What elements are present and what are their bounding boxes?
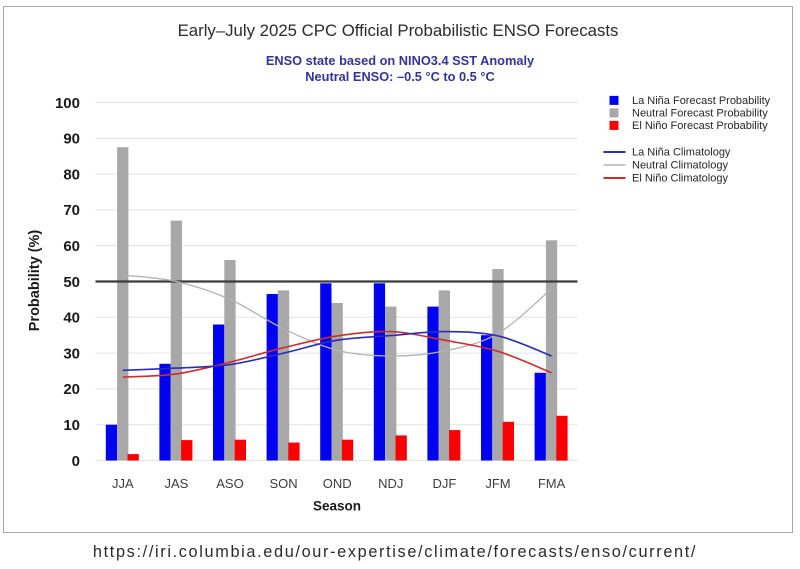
svg-text:90: 90 (63, 131, 80, 148)
svg-text:ENSO state based on NINO3.4 SS: ENSO state based on NINO3.4 SST Anomaly (266, 53, 535, 68)
svg-text:Neutral ENSO: –0.5 °C to 0.5 °: Neutral ENSO: –0.5 °C to 0.5 °C (305, 69, 494, 84)
svg-text:100: 100 (55, 95, 80, 112)
svg-text:Probability (%): Probability (%) (27, 230, 43, 332)
svg-text:70: 70 (63, 202, 80, 219)
svg-text:50: 50 (63, 274, 80, 291)
svg-text:Neutral Climatology: Neutral Climatology (632, 160, 728, 172)
svg-text:La Niña Climatology: La Niña Climatology (632, 147, 731, 159)
svg-text:NDJ: NDJ (378, 476, 403, 491)
svg-text:El Niño Climatology: El Niño Climatology (632, 173, 728, 185)
svg-text:DJF: DJF (432, 476, 456, 491)
svg-text:80: 80 (63, 166, 80, 183)
svg-text:60: 60 (63, 238, 80, 255)
svg-text:SON: SON (270, 476, 298, 491)
svg-text:Season: Season (313, 499, 361, 514)
svg-text:JFM: JFM (485, 476, 510, 491)
svg-text:10: 10 (63, 417, 80, 434)
svg-text:La Niña Forecast Probability: La Niña Forecast Probability (632, 95, 771, 107)
svg-text:40: 40 (63, 310, 80, 327)
svg-text:El Niño Forecast Probability: El Niño Forecast Probability (632, 120, 768, 132)
svg-text:ASO: ASO (216, 476, 243, 491)
svg-text:Neutral Forecast Probability: Neutral Forecast Probability (632, 108, 768, 120)
svg-text:30: 30 (63, 345, 80, 362)
svg-text:0: 0 (72, 453, 80, 470)
svg-text:Early–July 2025 CPC Official P: Early–July 2025 CPC Official Probabilist… (178, 21, 619, 40)
svg-text:20: 20 (63, 381, 80, 398)
svg-text:FMA: FMA (538, 476, 566, 491)
svg-text:OND: OND (323, 476, 352, 491)
svg-text:https://iri.columbia.edu/our-e: https://iri.columbia.edu/our-expertise/c… (93, 543, 697, 561)
svg-text:JAS: JAS (164, 476, 188, 491)
svg-text:JJA: JJA (112, 476, 134, 491)
